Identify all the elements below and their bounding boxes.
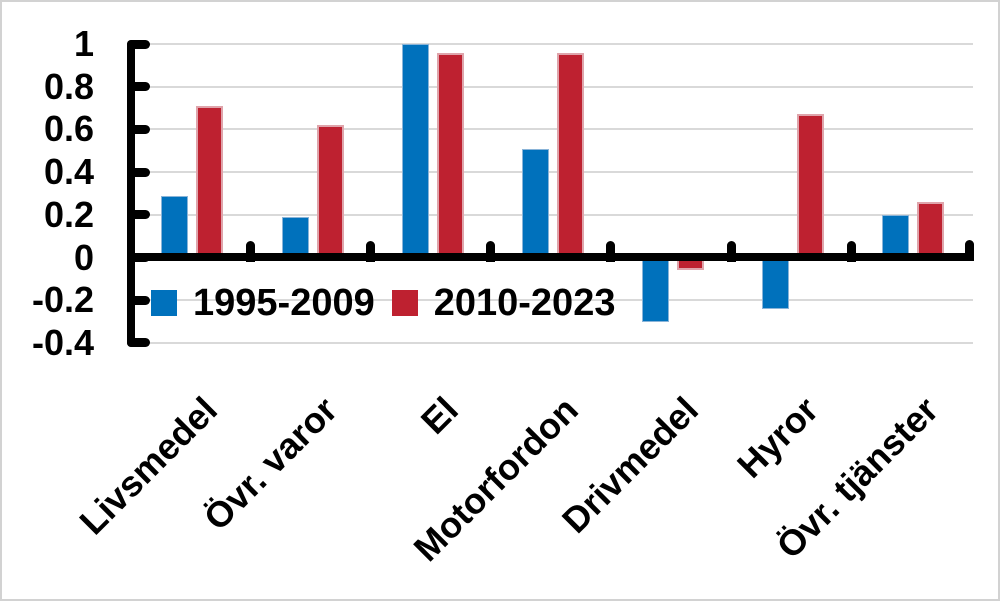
- x-axis-tick: [726, 241, 736, 262]
- bar-1995-2009-Motorfordon: [521, 148, 549, 258]
- bar-1995-2009-Övr. varor: [281, 216, 309, 258]
- category-label-6: Hyror: [729, 388, 827, 486]
- legend-item-series-1: 1995-2009: [151, 284, 375, 322]
- bar-1995-2009-Livsmedel: [161, 195, 189, 258]
- y-axis-tick: [127, 210, 150, 220]
- y-axis-tick: [127, 338, 150, 348]
- legend-label-series-1: 1995-2009: [193, 282, 375, 324]
- legend-swatch-blue: [151, 290, 177, 316]
- category-label-1: Livsmedel: [71, 388, 226, 543]
- x-axis-line: [127, 253, 974, 261]
- y-axis-tick: [127, 39, 150, 49]
- y-axis-tick-label: 0.4: [43, 151, 94, 193]
- bar-1995-2009-El: [401, 44, 429, 258]
- legend-swatch-red: [391, 290, 418, 316]
- y-axis-tick-label: 0: [73, 236, 94, 278]
- gridline: [135, 85, 973, 88]
- legend-label-series-2: 2010-2023: [433, 282, 616, 324]
- gridline: [135, 299, 973, 302]
- y-axis-tick-label: -0.4: [31, 321, 94, 363]
- x-axis-tick: [846, 241, 856, 262]
- bar-1995-2009-Drivmedel: [642, 257, 669, 322]
- y-axis-tick-label: 0.6: [43, 108, 94, 150]
- y-axis-tick: [127, 82, 150, 92]
- gridline: [135, 341, 973, 344]
- y-axis-tick: [127, 167, 150, 177]
- legend-item-series-2: 2010-2023: [391, 282, 616, 324]
- y-axis-tick: [127, 295, 150, 305]
- bar-1995-2009-Övr. tjänster: [882, 214, 910, 258]
- x-axis-tick: [245, 241, 255, 262]
- category-label-3: El: [412, 388, 466, 442]
- gridline: [135, 128, 973, 131]
- y-axis-tick-label: -0.2: [31, 279, 94, 321]
- x-axis-tick: [965, 240, 974, 261]
- bar-2010-2023-Övr. varor: [316, 125, 344, 258]
- chart-legend: 1995-2009 2010-2023: [151, 284, 615, 322]
- gridline: [135, 43, 973, 45]
- bar-2010-2023-Övr. tjänster: [917, 201, 945, 258]
- y-axis-tick-label: 0.8: [43, 65, 94, 107]
- y-axis-tick-label: 0.2: [43, 193, 94, 235]
- gridline: [135, 171, 973, 174]
- x-axis-tick: [366, 241, 376, 262]
- bar-1995-2009-Hyror: [762, 257, 790, 309]
- y-axis-tick: [127, 253, 150, 262]
- bar-2010-2023-El: [436, 52, 464, 258]
- bar-2010-2023-Hyror: [797, 114, 825, 258]
- x-axis-tick: [486, 241, 496, 262]
- bar-2010-2023-Livsmedel: [196, 105, 224, 258]
- gridline: [135, 213, 973, 216]
- x-axis-tick: [606, 241, 616, 262]
- y-axis-tick: [127, 124, 150, 134]
- y-axis-tick-label: 1: [73, 23, 94, 64]
- bar-2010-2023-Motorfordon: [556, 52, 584, 258]
- y-axis-line: [127, 40, 135, 347]
